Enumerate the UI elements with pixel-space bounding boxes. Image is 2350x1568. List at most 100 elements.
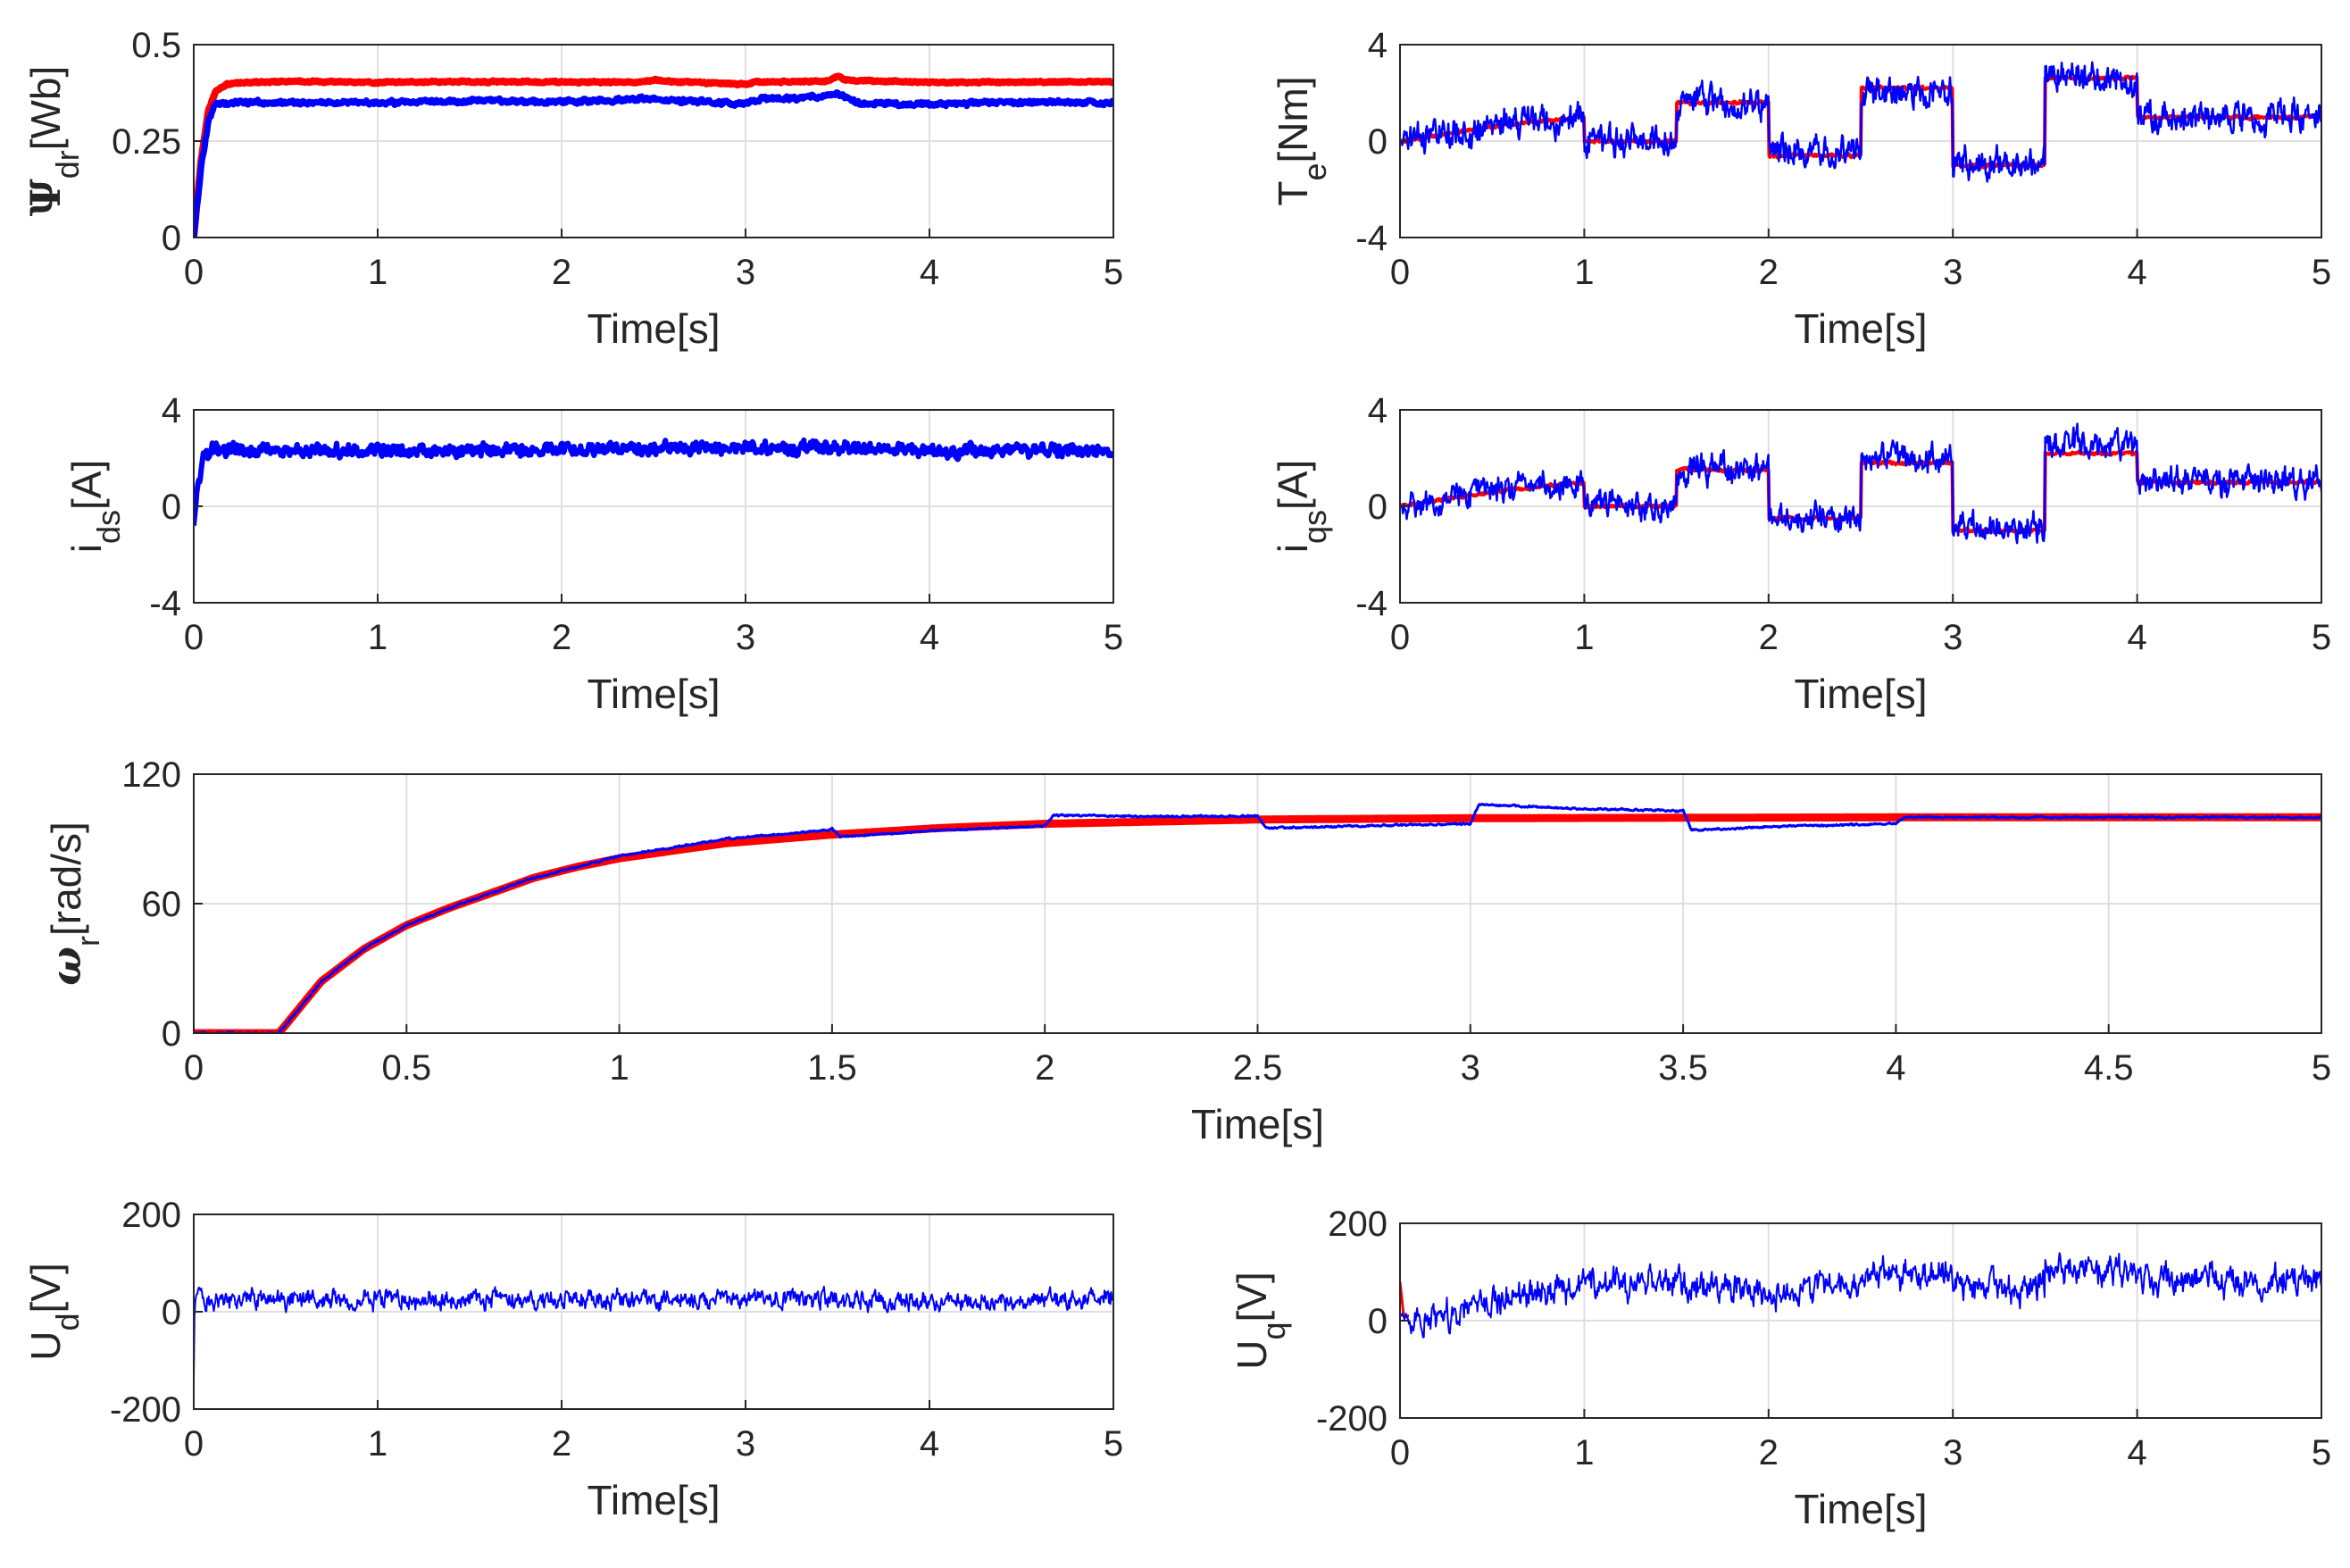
x-tick-label: 1 (368, 253, 388, 292)
x-tick-label: 3 (1943, 1433, 1962, 1472)
x-tick-label: 4 (920, 253, 939, 292)
y-label-subscript: ds (90, 510, 127, 544)
y-label-symbol: T (1270, 181, 1316, 206)
series-measured-line (1400, 422, 2321, 545)
x-axis-label: Time[s] (587, 1477, 720, 1523)
x-tick-label: 5 (1104, 1424, 1123, 1464)
y-axis-label: iqs[A] (1270, 460, 1333, 554)
y-tick-label: 0 (162, 1293, 181, 1332)
series-reference-line (194, 72, 1113, 238)
x-tick-label: 5 (2312, 1048, 2331, 1088)
x-tick-label: 2 (1759, 253, 1779, 292)
x-tick-label: 0 (1390, 253, 1410, 292)
y-label-subscript: r (70, 936, 106, 947)
y-label-unit: [V] (22, 1263, 69, 1313)
y-label-symbol: i (1270, 544, 1316, 553)
x-tick-label: 2 (1035, 1048, 1054, 1088)
x-tick-label: 3 (736, 253, 755, 292)
x-tick-label: 0 (184, 1424, 204, 1464)
y-tick-label: 200 (1328, 1205, 1388, 1244)
x-tick-label: 4 (920, 1424, 939, 1464)
x-tick-label: 4 (2127, 253, 2146, 292)
series-measured-line (1400, 1252, 2321, 1339)
x-tick-label: 2 (1759, 618, 1779, 657)
x-tick-label: 0.5 (381, 1048, 431, 1088)
x-tick-label: 3 (1943, 618, 1962, 657)
series-measured-line (194, 1285, 1113, 1380)
y-label-unit: [A] (63, 460, 110, 510)
series-measured-line (194, 437, 1113, 526)
x-tick-label: 3 (1943, 253, 1962, 292)
x-tick-label: 1 (609, 1048, 629, 1088)
y-tick-label: 200 (121, 1196, 181, 1235)
y-axis-label: ωr[rad/s] (42, 822, 106, 986)
y-label-symbol: ω (42, 947, 90, 986)
x-axis-label: Time[s] (1191, 1101, 1324, 1147)
y-tick-label: 0 (162, 488, 181, 527)
x-tick-label: 2 (552, 618, 571, 657)
y-label-unit: [Nm] (1270, 76, 1316, 163)
y-tick-label: -4 (1355, 584, 1388, 623)
x-tick-label: 4 (1886, 1048, 1905, 1088)
y-label-subscript: e (1296, 163, 1333, 180)
y-tick-label: 120 (121, 755, 181, 795)
x-tick-label: 1 (1574, 1433, 1594, 1472)
x-tick-label: 2.5 (1233, 1048, 1283, 1088)
series-measured-line (1400, 61, 2321, 183)
x-tick-label: 1 (368, 618, 388, 657)
y-label-subscript: dr (49, 150, 86, 179)
y-tick-label: -4 (1355, 219, 1388, 258)
y-tick-label: 60 (142, 885, 182, 924)
y-label-symbol: U (1229, 1340, 1275, 1370)
x-tick-label: 5 (1104, 618, 1123, 657)
y-label-subscript: d (49, 1313, 86, 1330)
y-axis-label: Uq[V] (1229, 1272, 1292, 1370)
x-tick-label: 2 (552, 253, 571, 292)
x-tick-label: 5 (2312, 253, 2331, 292)
y-tick-label: 4 (1368, 391, 1388, 430)
x-axis-label: Time[s] (1794, 305, 1927, 352)
y-tick-label: 0 (1368, 1302, 1388, 1341)
x-tick-label: 4 (2127, 1433, 2146, 1472)
x-tick-label: 0 (184, 618, 204, 657)
x-axis-label: Time[s] (1794, 671, 1927, 717)
series-measured-line (194, 803, 2321, 1033)
y-tick-label: 0.25 (112, 122, 181, 162)
y-label-subscript: q (1255, 1322, 1292, 1339)
x-tick-label: 3 (1461, 1048, 1480, 1088)
x-tick-label: 1 (1574, 618, 1594, 657)
y-label-subscript: qs (1296, 510, 1333, 544)
y-axis-label: Ψdr[Wb] (21, 66, 86, 217)
y-tick-label: 4 (1368, 26, 1388, 65)
x-tick-label: 5 (2312, 1433, 2331, 1472)
x-tick-label: 0 (1390, 1433, 1410, 1472)
x-tick-label: 2 (1759, 1433, 1779, 1472)
y-tick-label: 0 (1368, 122, 1388, 162)
series-reference-line (1400, 1281, 1409, 1317)
x-axis-label: Time[s] (587, 671, 720, 717)
y-label-symbol: i (63, 544, 110, 553)
x-tick-label: 4.5 (2084, 1048, 2134, 1088)
y-label-unit: [Wb] (22, 66, 69, 151)
x-axis-label: Time[s] (587, 305, 720, 352)
x-tick-label: 5 (1104, 253, 1123, 292)
x-tick-label: 4 (920, 618, 939, 657)
y-tick-label: 0 (162, 219, 181, 258)
y-tick-label: -200 (1316, 1399, 1388, 1439)
x-tick-label: 3 (736, 618, 755, 657)
y-tick-label: -4 (149, 584, 181, 623)
x-tick-label: 0 (184, 253, 204, 292)
y-tick-label: 0 (162, 1014, 181, 1054)
y-tick-label: -200 (110, 1390, 181, 1430)
x-tick-label: 1 (1574, 253, 1594, 292)
series-measured-line (194, 89, 1113, 238)
y-tick-label: 0 (1368, 488, 1388, 527)
y-axis-label: Ud[V] (22, 1263, 86, 1361)
y-axis-label: ids[A] (63, 460, 127, 554)
x-tick-label: 2 (552, 1424, 571, 1464)
